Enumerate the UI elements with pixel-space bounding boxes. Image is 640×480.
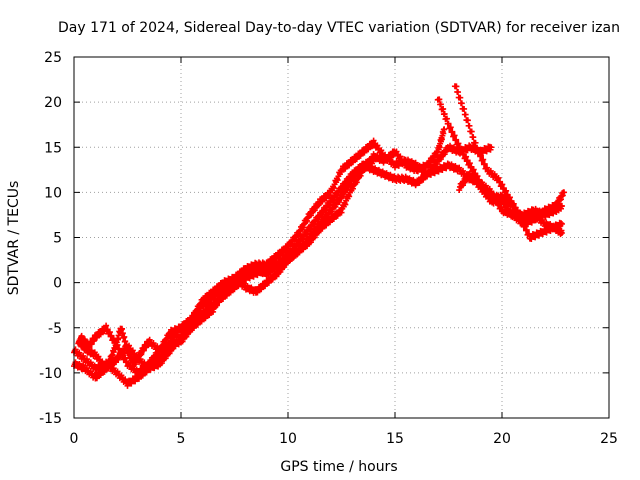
satellite-track-6 — [451, 83, 565, 243]
x-tick-label: 0 — [70, 431, 79, 447]
y-tick-label: 10 — [44, 185, 62, 201]
y-tick-label: 5 — [53, 231, 62, 247]
y-tick-label: -15 — [39, 411, 62, 427]
x-tick-label: 5 — [177, 431, 186, 447]
satellite-track-7 — [456, 170, 568, 229]
tick-labels: 0 5 10 15 20 25 25 20 15 10 5 0 -5 -10 -15 — [39, 50, 618, 447]
satellite-track-6-markers — [451, 83, 565, 243]
x-tick-label: 25 — [600, 431, 618, 447]
satellite-track-7-markers — [456, 170, 568, 229]
x-axis-label: GPS time / hours — [280, 459, 397, 475]
x-tick-label: 15 — [386, 431, 404, 447]
chart-title: Day 171 of 2024, Sidereal Day-to-day VTE… — [58, 20, 620, 36]
y-tick-label: -10 — [39, 366, 62, 382]
y-tick-label: -5 — [48, 321, 62, 337]
y-axis-label: SDTVAR / TECUs — [6, 181, 22, 296]
axis-ticks — [73, 56, 610, 419]
y-tick-label: 15 — [44, 140, 62, 156]
y-tick-label: 25 — [44, 50, 62, 66]
x-tick-label: 20 — [493, 431, 511, 447]
satellite-track-4 — [77, 126, 448, 378]
x-tick-label: 10 — [279, 431, 297, 447]
y-tick-label: 20 — [44, 95, 62, 111]
y-tick-label: 0 — [53, 276, 62, 292]
data-series — [71, 83, 568, 389]
gridlines — [74, 57, 609, 418]
satellite-track-4-markers — [77, 126, 448, 378]
